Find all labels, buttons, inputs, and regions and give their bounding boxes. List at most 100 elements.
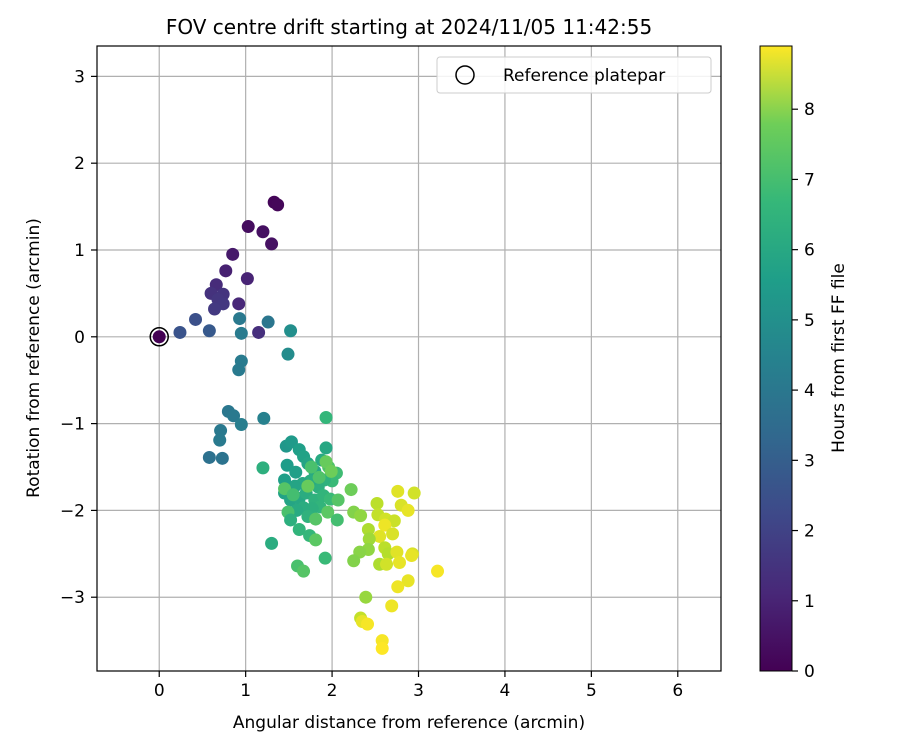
colorbar-tick-label: 7 [804, 170, 815, 190]
x-tick-label: 5 [586, 681, 597, 701]
scatter-point [226, 247, 240, 261]
scatter-point [359, 590, 373, 604]
x-axis-ticks: 0 1 2 3 4 5 6 [154, 671, 683, 701]
legend-box [436, 56, 712, 94]
colorbar: 0 1 2 3 4 5 6 7 8 Hours from first FF file [759, 45, 849, 682]
scatter-point [189, 312, 203, 326]
colorbar-tick-label: 6 [804, 241, 815, 261]
scatter-point [318, 551, 332, 565]
y-tick-label: 1 [74, 241, 85, 261]
scatter-point [284, 513, 298, 527]
scatter-point [232, 363, 246, 377]
scatter-point [215, 451, 229, 465]
colorbar-ticks: 0 1 2 3 4 5 6 7 8 [792, 100, 815, 682]
scatter-point [386, 527, 400, 541]
scatter-point [361, 523, 375, 537]
x-tick-label: 1 [240, 681, 251, 701]
legend-label: Reference platepar [503, 66, 665, 86]
scatter-point [202, 324, 216, 338]
scatter-point [297, 564, 311, 578]
scatter-point [202, 450, 216, 464]
scatter-point [286, 488, 300, 502]
scatter-point [214, 424, 228, 438]
scatter-point [280, 458, 294, 472]
scatter-point [261, 315, 275, 329]
y-tick-label: 3 [74, 67, 85, 87]
scatter-point [370, 496, 384, 510]
scatter-point [362, 532, 376, 546]
scatter-point [309, 533, 323, 547]
scatter-point [256, 461, 270, 475]
colorbar-tick-label: 4 [804, 381, 815, 401]
scatter-point [265, 237, 279, 251]
scatter-point [284, 324, 298, 338]
scatter-point [407, 486, 421, 500]
scatter-point [213, 433, 227, 447]
scatter-point [373, 529, 387, 543]
x-tick-label: 6 [672, 681, 683, 701]
scatter-point [289, 465, 303, 479]
scatter-point [330, 513, 344, 527]
x-tick-label: 0 [154, 681, 165, 701]
scatter-point [256, 225, 270, 239]
scatter-point [152, 330, 166, 344]
scatter-point [391, 484, 405, 498]
x-tick-label: 4 [500, 681, 511, 701]
scatter-point [271, 198, 285, 212]
scatter-point [319, 455, 333, 469]
scatter-point [309, 512, 323, 526]
scatter-point [304, 460, 318, 474]
y-tick-label: 2 [74, 154, 85, 174]
scatter-point [319, 411, 333, 425]
colorbar-tick-label: 0 [804, 662, 815, 682]
x-tick-label: 3 [413, 681, 424, 701]
colorbar-label: Hours from first FF file [829, 263, 849, 453]
colorbar-tick-label: 2 [804, 522, 815, 542]
scatter-point [331, 493, 345, 507]
scatter-point [232, 297, 246, 311]
scatter-point [361, 617, 375, 631]
colorbar-gradient [759, 45, 793, 672]
reference-platepar-marker [149, 327, 169, 347]
scatter-point [385, 599, 399, 613]
scatter-point [281, 347, 295, 361]
scatter-point [401, 503, 415, 517]
scatter-point [241, 220, 255, 234]
scatter-point [234, 326, 248, 340]
scatter-point [312, 470, 326, 484]
scatter-point [431, 564, 445, 578]
scatter-point [347, 554, 361, 568]
scatter-point [401, 574, 415, 588]
scatter-point [240, 272, 254, 286]
scatter-point [219, 264, 233, 278]
y-tick-label: 0 [74, 328, 85, 348]
scatter-point [233, 312, 247, 326]
scatter-point [234, 417, 248, 431]
colorbar-tick-label: 3 [804, 451, 815, 471]
scatter-point [380, 557, 394, 571]
y-tick-label: −2 [60, 501, 85, 521]
scatter-point [375, 641, 389, 655]
scatter-point [344, 483, 358, 497]
scatter-point [227, 409, 241, 423]
scatter-point [292, 523, 306, 537]
colorbar-tick-label: 8 [804, 100, 815, 120]
x-axis-label: Angular distance from reference (arcmin) [233, 713, 585, 733]
scatter-point [208, 302, 222, 316]
scatter-point [405, 549, 419, 563]
y-tick-label: −3 [60, 588, 85, 608]
scatter-point [173, 325, 187, 339]
scatter-point [321, 505, 335, 519]
scatter-point [324, 464, 338, 478]
chart-title: FOV centre drift starting at 2024/11/05 … [166, 15, 652, 39]
scatter-point [391, 580, 405, 594]
y-tick-label: −1 [60, 415, 85, 435]
scatter-point [319, 441, 333, 455]
plot-frame [96, 45, 722, 672]
legend-marker [455, 65, 475, 85]
scatter-point [301, 479, 315, 493]
scatter-point [378, 518, 392, 532]
colorbar-tick-label: 5 [804, 311, 815, 331]
x-tick-label: 2 [327, 681, 338, 701]
